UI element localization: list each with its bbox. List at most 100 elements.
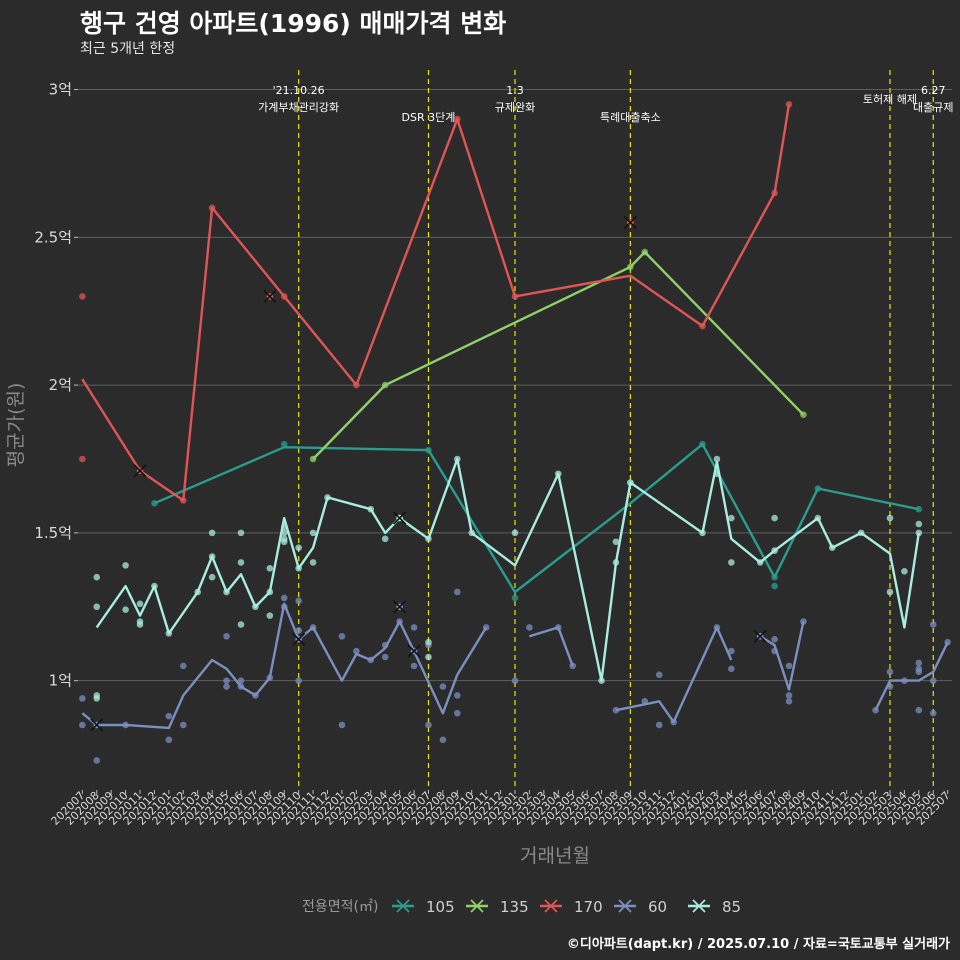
cross-mark-60-4-b (753, 629, 767, 643)
series-line-170-line (81, 104, 791, 502)
point-85-30 (309, 559, 317, 566)
series-85 (93, 455, 923, 702)
point-85-22 (266, 612, 274, 619)
legend-x-b-135 (470, 899, 484, 913)
point-85-3 (93, 695, 101, 702)
legend-label-60: 60 (648, 898, 667, 916)
point-85-48 (728, 514, 735, 522)
point-85-12 (208, 529, 216, 537)
series-135 (309, 248, 807, 463)
event-label-5-0: 6.27 (921, 84, 946, 97)
cross-mark-85-0-b (393, 511, 407, 525)
point-60-15 (280, 594, 288, 602)
point-60-22 (338, 633, 346, 640)
legend-key-60 (614, 899, 636, 913)
point-105-6 (771, 582, 778, 590)
point-85-27 (295, 544, 302, 551)
point-60-21 (338, 721, 346, 729)
point-60-62 (915, 668, 923, 676)
point-60-52 (785, 662, 793, 670)
series-line-135-line (312, 250, 805, 460)
legend-label-135: 135 (500, 898, 529, 916)
event-label-4-0: 토허제 해제 (863, 92, 917, 106)
point-85-29 (309, 529, 317, 537)
point-85-57 (886, 588, 894, 596)
event-label-2-1: 규제완화 (495, 101, 535, 114)
point-85-20 (266, 565, 274, 572)
point-105-3 (511, 594, 519, 602)
cross-mark-60-0-b (90, 718, 104, 732)
legend: 전용면적(㎡) 105 135 170 60 85 (302, 898, 741, 916)
ytick-label-3: 2.5억 (34, 228, 72, 246)
point-60-60 (915, 659, 923, 667)
series-line-60-line2 (529, 626, 574, 667)
event-label-3-0: 특례대출축소 (600, 111, 661, 124)
series-layer (79, 101, 951, 764)
chart-subtitle: 최근 5개년 한정 (80, 41, 176, 57)
point-60-8 (223, 633, 230, 640)
legend-x-b-105 (396, 899, 410, 913)
point-85-1 (93, 603, 101, 611)
point-60-28 (410, 624, 418, 631)
point-85-36 (425, 653, 432, 661)
point-60-10 (223, 683, 230, 690)
point-60-29 (410, 662, 418, 670)
point-60-12 (237, 677, 245, 684)
point-85-51 (771, 514, 778, 522)
point-85-18 (237, 621, 245, 628)
point-60-2 (93, 757, 101, 764)
point-60-54 (785, 698, 793, 705)
series-line-60-line3 (615, 626, 733, 724)
event-label-2-0: 1.3 (506, 84, 524, 97)
axis-layer: 1억1.5억2억2.5억3억20200720200820200920201020… (5, 81, 953, 867)
point-85-26 (280, 538, 288, 546)
legend-x-b-60 (618, 899, 632, 913)
legend-key-105 (392, 899, 414, 913)
point-85-5 (122, 606, 129, 614)
event-label-0-1: 가계부채관리강화 (258, 101, 339, 114)
cross-mark-60-1-b (292, 632, 306, 646)
series-line-60-line (81, 602, 488, 730)
point-60-53 (785, 692, 793, 699)
chart-title: 행구 건영 아파트(1996) 매매가격 변화 (80, 9, 507, 38)
point-60-44 (655, 671, 663, 679)
series-line-60-line5 (874, 641, 949, 711)
point-60-39 (526, 624, 533, 631)
point-85-35 (425, 638, 432, 646)
point-60-66 (929, 709, 937, 717)
point-60-45 (655, 721, 663, 729)
point-60-5 (165, 736, 173, 744)
point-85-46 (713, 455, 721, 463)
point-170-1 (79, 455, 86, 463)
series-170 (79, 101, 793, 504)
point-60-36 (454, 709, 461, 717)
series-line-105-line (153, 443, 920, 594)
point-85-56 (886, 514, 894, 522)
point-60-57 (886, 668, 894, 676)
source-caption: ©디아파트(dapt.kr) / 2025.07.10 / 자료=국토교통부 실… (566, 937, 950, 952)
point-60-7 (179, 721, 187, 729)
y-axis-title: 평균가(원) (5, 383, 27, 468)
legend-title: 전용면적(㎡) (302, 899, 378, 915)
point-60-50 (771, 635, 778, 643)
point-85-0 (93, 573, 101, 581)
cross-mark-60-2-b (393, 600, 407, 614)
point-60-6 (179, 662, 187, 670)
point-105-9 (915, 505, 923, 513)
point-85-39 (511, 529, 519, 537)
event-label-1-0: DSR 3단계 (402, 111, 456, 124)
point-60-25 (381, 653, 389, 661)
point-60-38 (511, 677, 519, 684)
event-label-5-1: 대출규제 (913, 101, 953, 114)
legend-x-b-85 (692, 899, 706, 913)
point-85-17 (237, 559, 245, 566)
legend-label-105: 105 (426, 898, 455, 916)
legend-key-135 (466, 899, 488, 913)
legend-key-170 (540, 899, 562, 913)
point-85-4 (122, 562, 129, 569)
point-60-19 (295, 677, 302, 684)
point-85-49 (728, 559, 735, 566)
point-85-16 (237, 529, 245, 537)
cross-mark-170-0-b (133, 464, 147, 478)
